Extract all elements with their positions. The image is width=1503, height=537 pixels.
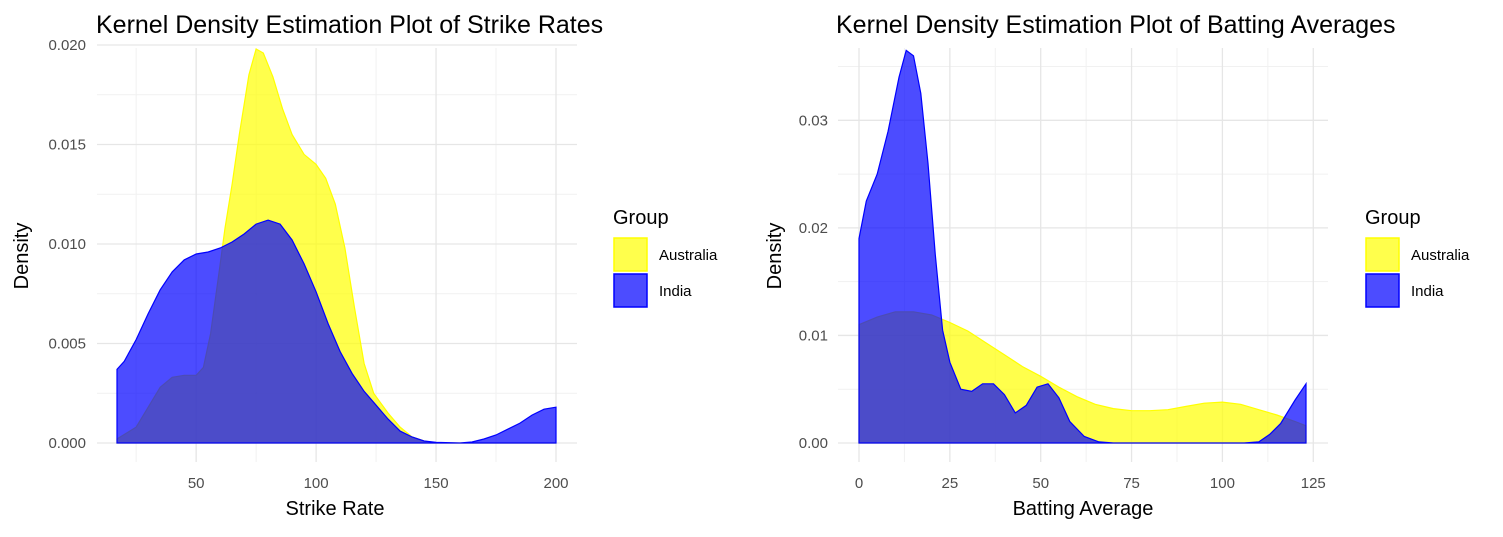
y-tick-label: 0.005 — [48, 336, 86, 353]
legend-label: Australia — [1411, 247, 1470, 264]
x-axis-title: Strike Rate — [286, 498, 385, 520]
x-tick-label: 0 — [855, 475, 863, 492]
x-tick-label: 25 — [942, 475, 959, 492]
density-area-india — [858, 49, 1307, 444]
y-axis-title: Density — [764, 223, 786, 290]
y-tick-label: 0.000 — [48, 435, 86, 452]
y-tick-label: 0.020 — [48, 37, 86, 54]
chart-panel-batting-average: Kernel Density Estimation Plot of Battin… — [764, 11, 1470, 520]
y-tick-label: 0.03 — [799, 112, 828, 129]
legend-label: Australia — [659, 247, 718, 264]
legend-key-australia — [613, 237, 648, 272]
x-axis-title: Batting Average — [1013, 498, 1154, 520]
chart-title: Kernel Density Estimation Plot of Strike… — [96, 11, 603, 39]
x-tick-label: 125 — [1301, 475, 1326, 492]
legend-key-india — [1365, 273, 1400, 308]
x-tick-label: 75 — [1123, 475, 1140, 492]
chart-panel-strike-rate: Kernel Density Estimation Plot of Strike… — [11, 11, 718, 520]
density-area-india — [116, 219, 557, 444]
y-axis-title: Density — [11, 223, 33, 290]
legend-key-india — [613, 273, 648, 308]
x-tick-label: 50 — [1032, 475, 1049, 492]
legend-label: India — [1411, 283, 1444, 300]
x-tick-label: 200 — [543, 475, 568, 492]
legend-title: Group — [1365, 207, 1421, 229]
y-tick-label: 0.02 — [799, 220, 828, 237]
y-tick-label: 0.00 — [799, 435, 828, 452]
legend-key-australia — [1365, 237, 1400, 272]
y-tick-label: 0.015 — [48, 137, 86, 154]
y-tick-label: 0.010 — [48, 236, 86, 253]
x-tick-label: 100 — [304, 475, 329, 492]
x-tick-label: 100 — [1210, 475, 1235, 492]
x-tick-label: 150 — [424, 475, 449, 492]
legend-title: Group — [613, 207, 669, 229]
legend-label: India — [659, 283, 692, 300]
chart-title: Kernel Density Estimation Plot of Battin… — [836, 11, 1396, 39]
x-tick-label: 50 — [188, 475, 205, 492]
y-tick-label: 0.01 — [799, 327, 828, 344]
